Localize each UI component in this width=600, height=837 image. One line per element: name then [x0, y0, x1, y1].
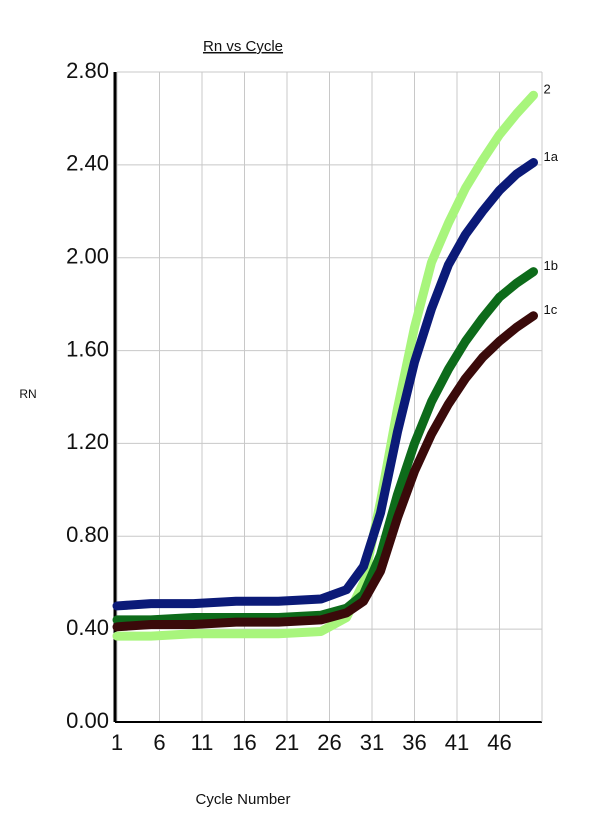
series-label: 1b — [544, 258, 558, 273]
y-axis-label: RN — [19, 387, 36, 401]
y-tick-label: 0.00 — [66, 708, 109, 733]
x-tick-label: 16 — [232, 730, 256, 755]
series-line — [112, 267, 538, 625]
y-tick-label: 1.20 — [66, 429, 109, 454]
x-tick-label: 21 — [275, 730, 299, 755]
y-tick-label: 2.40 — [66, 151, 109, 176]
series-label: 1a — [544, 149, 559, 164]
x-tick-label: 36 — [402, 730, 426, 755]
x-tick-label: 1 — [111, 730, 123, 755]
y-tick-label: 0.40 — [66, 615, 109, 640]
y-tick-label: 1.60 — [66, 336, 109, 361]
y-tick-label: 0.80 — [66, 522, 109, 547]
chart-title: Rn vs Cycle — [203, 38, 283, 55]
series-label: 1c — [544, 302, 558, 317]
x-axis-label: Cycle Number — [195, 791, 290, 808]
series-label: 2 — [544, 82, 551, 97]
x-tick-label: 41 — [445, 730, 469, 755]
x-tick-label: 31 — [360, 730, 384, 755]
y-tick-label: 2.00 — [66, 244, 109, 269]
y-tick-label: 2.80 — [66, 58, 109, 83]
x-tick-label: 6 — [153, 730, 165, 755]
series-line — [112, 311, 538, 632]
x-tick-label: 26 — [317, 730, 341, 755]
x-tick-label: 11 — [191, 730, 214, 755]
series-line — [112, 158, 538, 611]
x-tick-label: 46 — [487, 730, 511, 755]
